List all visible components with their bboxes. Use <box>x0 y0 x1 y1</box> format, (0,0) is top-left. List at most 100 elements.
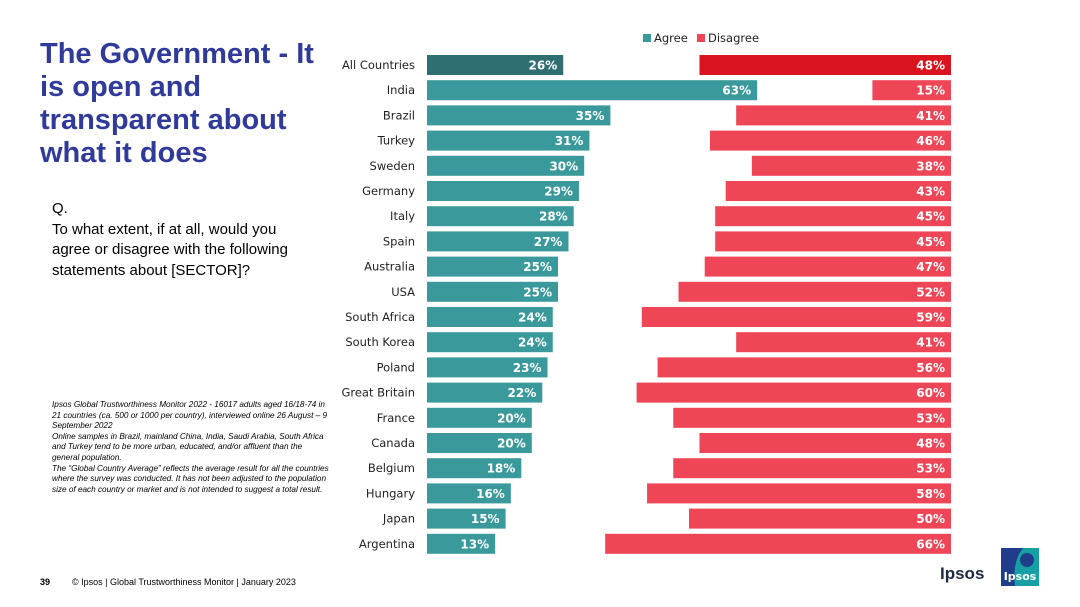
disagree-value-label: 66% <box>916 537 945 551</box>
disagree-value-label: 53% <box>916 462 945 476</box>
disagree-bar <box>636 382 951 403</box>
agree-value-label: 18% <box>487 462 516 476</box>
brand-wordmark: Ipsos <box>940 564 985 583</box>
agree-value-label: 29% <box>544 185 573 199</box>
disagree-bar <box>678 281 951 302</box>
category-label: Spain <box>383 234 415 248</box>
legend-disagree-swatch <box>697 34 705 42</box>
agree-bar <box>427 206 574 227</box>
agree-value-label: 22% <box>508 386 537 400</box>
legend-agree-swatch <box>643 34 651 42</box>
disagree-value-label: 48% <box>916 59 945 73</box>
category-label: France <box>377 411 415 425</box>
agree-value-label: 23% <box>513 361 542 375</box>
category-label: Great Britain <box>341 386 415 400</box>
category-label: Sweden <box>370 159 415 173</box>
agree-value-label: 15% <box>471 512 500 526</box>
agree-bar <box>427 382 543 403</box>
disagree-bar <box>725 181 951 201</box>
disagree-bar <box>689 508 951 529</box>
agree-value-label: 31% <box>555 134 584 148</box>
agree-value-label: 28% <box>539 210 568 224</box>
category-label: All Countries <box>342 58 415 72</box>
agree-bar <box>427 332 553 353</box>
disagree-value-label: 43% <box>916 185 945 199</box>
disagree-bar <box>751 155 951 176</box>
question-block: Q. To what extent, if at all, would you … <box>52 199 292 281</box>
category-label: Hungary <box>366 486 415 500</box>
note-line: The “Global Country Average” reflects th… <box>52 463 329 494</box>
disagree-value-label: 45% <box>916 235 945 249</box>
category-label: Italy <box>390 209 415 223</box>
agree-bar <box>427 407 532 428</box>
slide-title: The Government - It is open and transpar… <box>40 38 314 169</box>
disagree-value-label: 50% <box>916 512 945 526</box>
category-label: Brazil <box>383 108 415 122</box>
agree-bar <box>427 55 564 75</box>
disagree-bar <box>673 458 951 479</box>
agree-bar <box>427 508 506 529</box>
disagree-value-label: 48% <box>916 437 945 451</box>
agree-bar <box>427 281 558 302</box>
legend-agree-label: Agree <box>654 31 688 45</box>
legend-disagree-label: Disagree <box>708 31 759 45</box>
agree-bar <box>427 483 511 504</box>
ipsos-logo-icon: Ipsos <box>997 546 1043 588</box>
agree-bar <box>427 80 758 101</box>
disagree-value-label: 45% <box>916 210 945 224</box>
note-line: Ipsos Global Trustworthiness Monitor 202… <box>52 400 328 431</box>
agree-value-label: 63% <box>722 84 751 98</box>
agree-value-label: 27% <box>534 235 563 249</box>
disagree-value-label: 59% <box>916 311 945 325</box>
agree-bar <box>427 231 569 252</box>
disagree-bar <box>647 483 951 504</box>
disagree-bar <box>673 407 951 428</box>
agree-bar <box>427 256 558 277</box>
category-label: Australia <box>364 260 415 274</box>
disagree-value-label: 53% <box>916 411 945 425</box>
agree-bar <box>427 181 579 201</box>
agree-bar <box>427 357 548 378</box>
disagree-value-label: 15% <box>916 84 945 98</box>
disagree-bar <box>699 433 951 453</box>
disagree-bar <box>657 357 951 378</box>
question-text: To what extent, if at all, would you agr… <box>52 220 288 279</box>
agree-bar <box>427 307 553 327</box>
agree-value-label: 24% <box>518 311 547 325</box>
disagree-bar <box>736 105 951 126</box>
agree-value-label: 35% <box>576 109 605 123</box>
disagree-value-label: 52% <box>916 285 945 299</box>
agree-bar <box>427 433 532 453</box>
agree-value-label: 24% <box>518 336 547 350</box>
agree-value-label: 16% <box>476 487 505 501</box>
disagree-bar <box>872 80 951 101</box>
disagree-bar <box>709 130 951 151</box>
agree-bar <box>427 155 585 176</box>
category-label: USA <box>391 285 415 299</box>
category-label: South Africa <box>345 310 415 324</box>
disagree-value-label: 38% <box>916 159 945 173</box>
disagree-value-label: 58% <box>916 487 945 501</box>
agree-bar <box>427 533 496 554</box>
agree-value-label: 20% <box>497 411 526 425</box>
disagree-bar <box>699 55 951 75</box>
category-label: Argentina <box>359 537 415 551</box>
disagree-bar <box>736 332 951 353</box>
agree-value-label: 20% <box>497 437 526 451</box>
disagree-value-label: 60% <box>916 386 945 400</box>
agree-value-label: 25% <box>523 260 552 274</box>
agree-value-label: 13% <box>460 537 489 551</box>
footer-copyright: © Ipsos | Global Trustworthiness Monitor… <box>72 577 296 587</box>
agree-bar <box>427 130 590 151</box>
disagree-value-label: 47% <box>916 260 945 274</box>
category-label: Canada <box>371 436 415 450</box>
disagree-value-label: 41% <box>916 109 945 123</box>
category-label: Japan <box>382 512 415 526</box>
disagree-bar <box>715 231 951 252</box>
disagree-bar <box>704 256 951 277</box>
category-label: Poland <box>377 360 415 374</box>
agree-bar <box>427 105 611 126</box>
agree-value-label: 30% <box>549 159 578 173</box>
category-label: India <box>387 83 415 97</box>
